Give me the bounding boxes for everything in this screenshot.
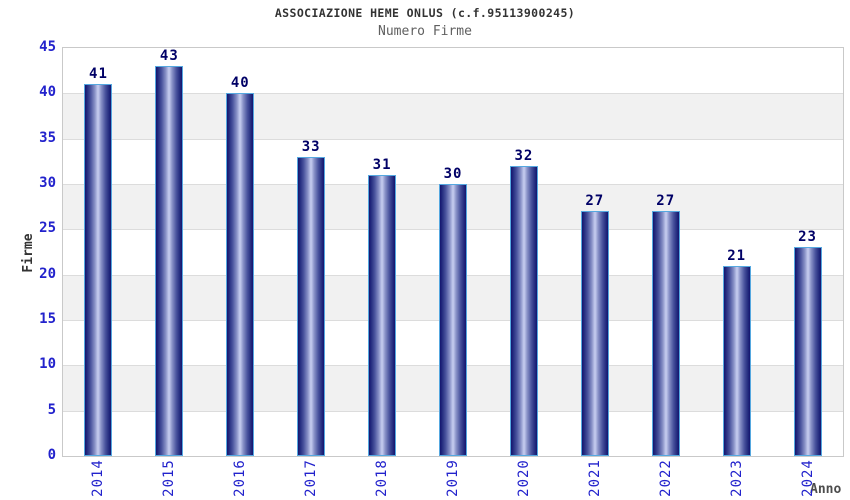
y-tick-label: 0 xyxy=(47,447,56,463)
bar xyxy=(155,66,184,456)
bar xyxy=(722,265,751,456)
bar-value-label: 43 xyxy=(159,48,179,65)
x-tick-label: 2020 xyxy=(515,459,532,497)
x-tick-label: 2019 xyxy=(445,459,461,497)
x-tick-label: 2021 xyxy=(586,459,603,497)
bar xyxy=(651,211,680,456)
bar xyxy=(509,165,538,456)
bar-value-label: 23 xyxy=(798,229,817,246)
x-tick-label: 2014 xyxy=(90,459,107,497)
bar xyxy=(580,211,609,456)
chart-subtitle: Numero Firme xyxy=(378,24,472,39)
y-tick-label: 40 xyxy=(39,84,56,101)
bar xyxy=(84,84,113,456)
bar-value-label: 32 xyxy=(514,147,534,164)
chart-title: ASSOCIAZIONE HEME ONLUS (c.f.95113900245… xyxy=(274,6,576,20)
x-axis-title: Anno xyxy=(810,482,842,497)
grid-band xyxy=(63,93,843,139)
bar xyxy=(297,156,326,456)
bar-value-label: 31 xyxy=(372,156,392,173)
bar-value-label: 30 xyxy=(443,166,463,182)
bar-value-label: 41 xyxy=(89,66,108,83)
x-tick-label: 2024 xyxy=(799,459,816,497)
x-tick-label: 2022 xyxy=(657,459,674,497)
bar-value-label: 27 xyxy=(656,193,676,210)
y-tick-label: 10 xyxy=(39,356,56,373)
y-tick-label: 20 xyxy=(39,265,56,282)
gridline xyxy=(63,93,843,95)
bar-value-label: 27 xyxy=(585,193,605,210)
gridline xyxy=(63,138,843,140)
x-tick-label: 2015 xyxy=(161,459,178,497)
y-tick-label: 45 xyxy=(39,39,56,55)
x-tick-label: 2018 xyxy=(374,459,391,497)
grid-band xyxy=(63,138,843,184)
plot-area: 41 43 40 33 31 30 32 27 27 21 23 xyxy=(62,47,844,457)
x-tick-label: 2017 xyxy=(303,459,320,497)
y-tick-label: 30 xyxy=(39,175,56,191)
grid-band xyxy=(63,48,843,94)
bar xyxy=(368,174,397,456)
bar xyxy=(793,247,822,456)
bar xyxy=(226,93,255,456)
y-tick-label: 15 xyxy=(39,311,56,327)
y-tick-label: 35 xyxy=(39,129,56,146)
bar-value-label: 33 xyxy=(301,138,321,155)
bar xyxy=(439,184,467,456)
x-tick-label: 2016 xyxy=(232,459,249,497)
y-tick-label: 5 xyxy=(47,401,56,418)
x-tick-label: 2023 xyxy=(728,459,745,497)
y-tick-label: 25 xyxy=(39,220,56,237)
bar-value-label: 40 xyxy=(230,75,250,92)
bar-value-label: 21 xyxy=(727,247,747,264)
